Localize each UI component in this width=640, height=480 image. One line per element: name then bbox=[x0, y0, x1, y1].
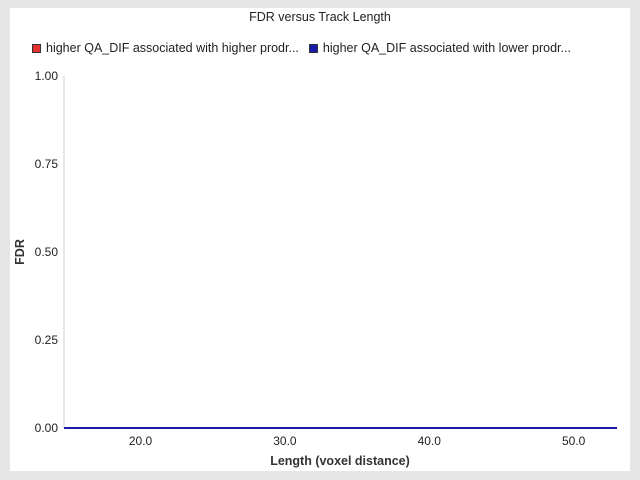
x-tick-labels: 20.0 30.0 40.0 50.0 bbox=[129, 434, 586, 448]
y-tick-label: 0.75 bbox=[35, 157, 59, 171]
chart-title: FDR versus Track Length bbox=[249, 10, 391, 24]
chart-panel: FDR versus Track Length higher QA_DIF as… bbox=[10, 8, 630, 471]
x-tick-label: 50.0 bbox=[562, 434, 586, 448]
plot-area: 0.00 0.25 0.50 0.75 1.00 20.0 30.0 40.0 50.0 Le… bbox=[13, 69, 617, 468]
y-tick-labels: 0.00 0.25 0.50 0.75 1.00 bbox=[35, 69, 59, 435]
y-axis-label: FDR bbox=[13, 239, 27, 265]
legend-label-series-2: higher QA_DIF associated with lower prod… bbox=[322, 41, 571, 55]
legend-label-series-1: higher QA_DIF associated with higher pro… bbox=[46, 41, 299, 55]
x-axis-label: Length (voxel distance) bbox=[270, 454, 410, 468]
legend-item-series-2[interactable]: higher QA_DIF associated with lower prod… bbox=[308, 41, 571, 55]
y-tick-label: 0.00 bbox=[35, 421, 59, 435]
legend: higher QA_DIF associated with higher pro… bbox=[32, 40, 581, 56]
y-tick-label: 1.00 bbox=[35, 69, 59, 83]
x-tick-label: 40.0 bbox=[418, 434, 442, 448]
legend-swatch-series-1 bbox=[32, 43, 41, 53]
x-tick-label: 30.0 bbox=[273, 434, 297, 448]
legend-swatch-series-2 bbox=[308, 43, 318, 53]
y-tick-label: 0.50 bbox=[35, 245, 59, 259]
x-tick-label: 20.0 bbox=[129, 434, 153, 448]
y-tick-label: 0.25 bbox=[35, 333, 59, 347]
legend-item-series-1[interactable]: higher QA_DIF associated with higher pro… bbox=[32, 41, 299, 55]
